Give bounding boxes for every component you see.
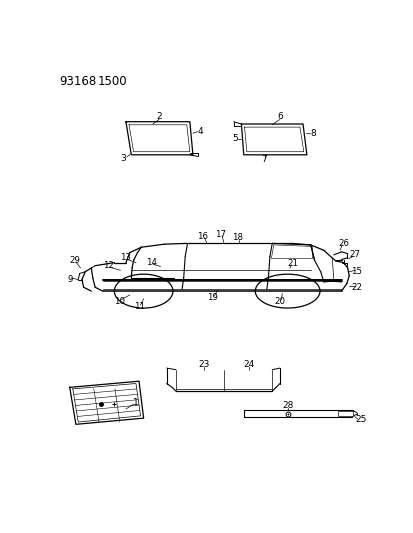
Text: 93168: 93168 bbox=[59, 75, 96, 88]
Text: 13: 13 bbox=[120, 254, 131, 262]
Text: 12: 12 bbox=[102, 261, 114, 270]
Text: 16: 16 bbox=[197, 232, 208, 241]
Text: 26: 26 bbox=[337, 239, 349, 248]
Text: 3: 3 bbox=[121, 154, 126, 163]
Text: 22: 22 bbox=[351, 283, 361, 292]
Text: 29: 29 bbox=[69, 256, 80, 265]
Polygon shape bbox=[126, 122, 192, 155]
Text: 1: 1 bbox=[133, 398, 138, 407]
Text: 2: 2 bbox=[156, 112, 161, 121]
Text: 14: 14 bbox=[145, 258, 157, 267]
Text: 1500: 1500 bbox=[97, 75, 127, 88]
Text: 8: 8 bbox=[309, 129, 315, 138]
Text: 15: 15 bbox=[351, 268, 361, 276]
Text: 21: 21 bbox=[287, 259, 298, 268]
Text: 28: 28 bbox=[281, 401, 293, 410]
Text: 10: 10 bbox=[114, 297, 125, 305]
Text: 19: 19 bbox=[207, 293, 218, 302]
Text: 11: 11 bbox=[133, 302, 144, 311]
Text: 17: 17 bbox=[215, 230, 225, 239]
Polygon shape bbox=[241, 124, 306, 155]
Text: 6: 6 bbox=[276, 112, 282, 121]
Polygon shape bbox=[69, 381, 143, 424]
Text: 27: 27 bbox=[348, 251, 359, 260]
Text: 4: 4 bbox=[197, 127, 203, 136]
FancyBboxPatch shape bbox=[337, 411, 352, 416]
Text: 23: 23 bbox=[198, 360, 210, 369]
Text: 24: 24 bbox=[243, 360, 254, 369]
Text: 9: 9 bbox=[67, 275, 72, 284]
Text: 5: 5 bbox=[232, 134, 237, 143]
FancyBboxPatch shape bbox=[243, 410, 351, 417]
Text: 20: 20 bbox=[274, 297, 285, 305]
Text: 7: 7 bbox=[261, 155, 267, 164]
Text: 25: 25 bbox=[354, 415, 366, 424]
Text: 18: 18 bbox=[232, 233, 242, 243]
